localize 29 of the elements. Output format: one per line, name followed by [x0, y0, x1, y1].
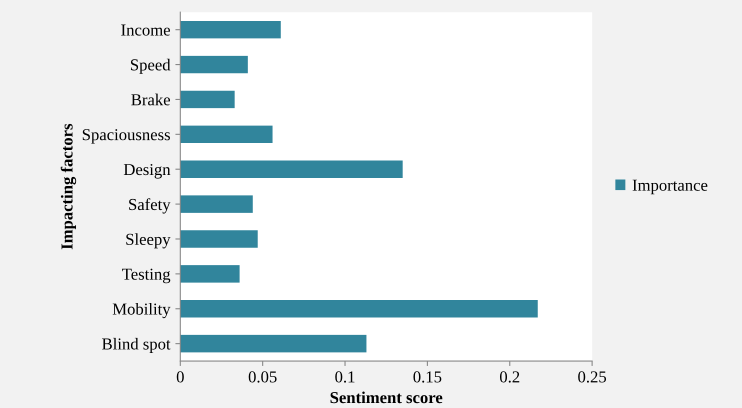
y-tick-label: Spaciousness	[82, 129, 170, 144]
bar	[180, 126, 273, 144]
y-tick-label: Safety	[129, 198, 171, 214]
legend-label: Importance	[632, 180, 708, 194]
bar	[180, 230, 258, 248]
x-tick-label: 0.25	[578, 371, 606, 383]
x-axis-title: Sentiment score	[330, 391, 442, 404]
y-tick-label: Income	[121, 24, 170, 36]
y-axis-title: Impacting factors	[60, 124, 76, 250]
bar	[180, 90, 235, 108]
x-tick-label: 0.15	[413, 371, 442, 383]
y-tick-label: Sleepy	[126, 233, 171, 248]
bar	[180, 20, 281, 38]
bar	[180, 334, 366, 352]
y-tick-label: Blind spot	[102, 338, 170, 353]
x-tick-label: 0.1	[335, 371, 354, 383]
y-tick-label: Speed	[130, 58, 170, 74]
x-tick-label: 0.2	[500, 371, 520, 383]
y-tick-label: Mobility	[112, 302, 171, 318]
bar	[180, 160, 403, 178]
bar	[180, 265, 240, 283]
y-tick-label: Design	[124, 164, 170, 179]
x-tick-label: 0.05	[248, 371, 277, 383]
y-tick-label: Testing	[122, 268, 170, 284]
bar	[180, 195, 253, 213]
bar	[180, 56, 248, 74]
y-tick-label: Brake	[131, 94, 170, 106]
bar	[180, 300, 538, 318]
x-tick-label: 0	[176, 371, 184, 383]
